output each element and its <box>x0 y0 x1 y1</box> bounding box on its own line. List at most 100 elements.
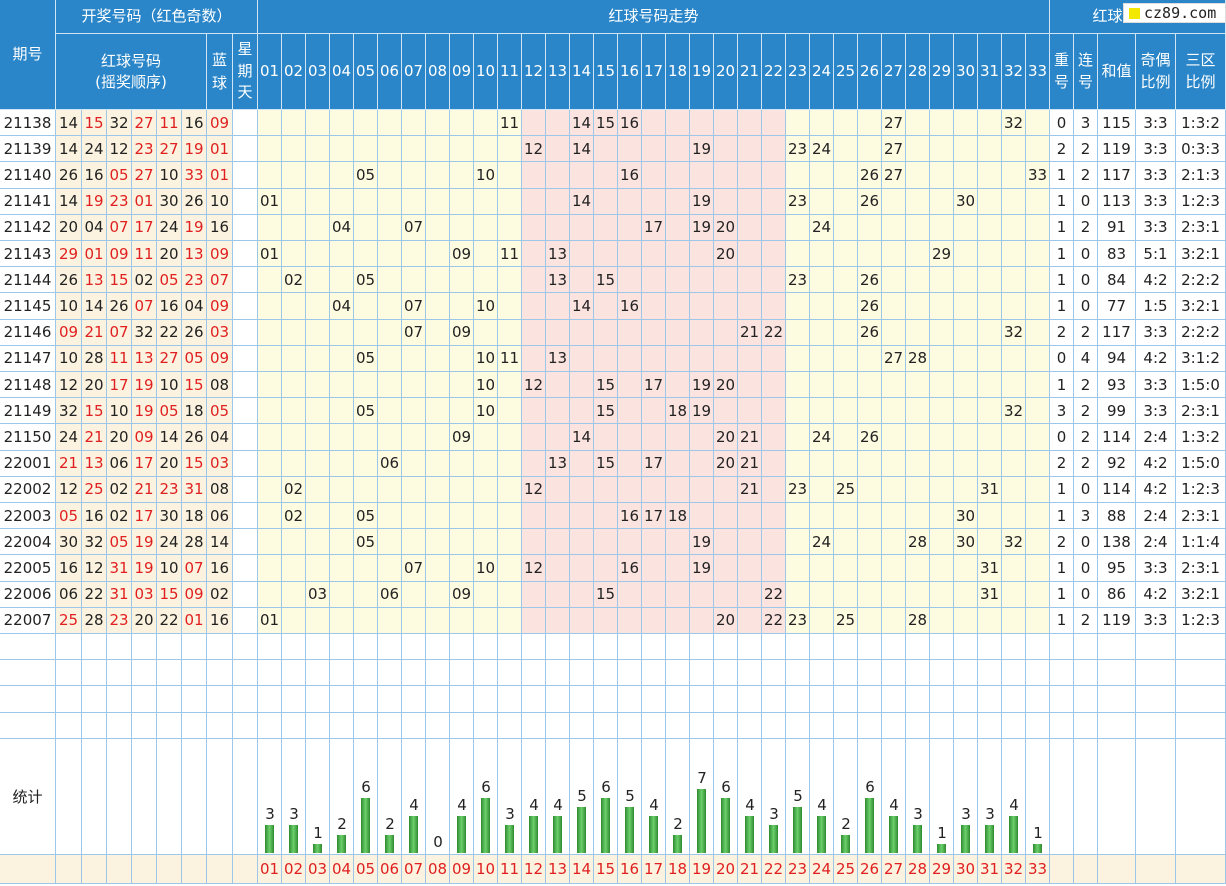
red-ball-cell: 30 <box>157 503 182 530</box>
trend-empty-cell <box>450 529 474 556</box>
period-cell: 21150 <box>0 424 56 451</box>
trend-empty-cell <box>762 293 786 320</box>
period-cell: 21138 <box>0 110 56 137</box>
trend-empty-cell <box>738 372 762 399</box>
trend-empty-cell <box>1002 450 1026 477</box>
empty-cell <box>642 634 666 661</box>
odd-even-cell: 3:3 <box>1136 188 1176 215</box>
trend-hit-cell: 21 <box>738 424 762 451</box>
trend-empty-cell <box>258 581 282 608</box>
trend-empty-cell <box>282 110 306 137</box>
trend-empty-cell <box>930 398 954 425</box>
empty-cell <box>282 634 306 661</box>
stats-empty-cell <box>82 738 107 855</box>
trend-empty-cell <box>978 188 1002 215</box>
trend-empty-cell <box>378 424 402 451</box>
sum-cell: 94 <box>1098 345 1136 372</box>
trend-empty-cell <box>858 136 882 163</box>
trend-hit-cell: 07 <box>402 555 426 582</box>
trend-empty-cell <box>762 476 786 503</box>
trend-empty-cell <box>954 424 978 451</box>
repeat-cell: 1 <box>1050 607 1074 634</box>
stats-column-cell <box>834 738 858 855</box>
empty-cell <box>157 686 182 713</box>
trend-empty-cell <box>618 450 642 477</box>
trend-hit-cell: 26 <box>858 424 882 451</box>
trend-hit-cell: 17 <box>642 372 666 399</box>
red-ball-cell: 23 <box>107 607 132 634</box>
trend-empty-cell <box>714 136 738 163</box>
trend-hit-cell: 18 <box>666 503 690 530</box>
empty-cell <box>642 686 666 713</box>
trend-empty-cell <box>906 319 930 346</box>
trend-empty-cell <box>306 241 330 268</box>
trend-empty-cell <box>330 241 354 268</box>
trend-hit-cell: 09 <box>450 424 474 451</box>
empty-cell <box>738 660 762 687</box>
trend-empty-cell <box>978 293 1002 320</box>
red-ball-cell: 22 <box>82 581 107 608</box>
trend-empty-cell <box>330 110 354 137</box>
trend-hit-cell: 05 <box>354 267 378 294</box>
trend-empty-cell <box>834 581 858 608</box>
trend-empty-cell <box>834 345 858 372</box>
empty-cell <box>498 712 522 739</box>
trend-hit-cell: 28 <box>906 529 930 556</box>
sum-cell: 84 <box>1098 267 1136 294</box>
trend-empty-cell <box>378 214 402 241</box>
trend-hit-cell: 19 <box>690 214 714 241</box>
trend-empty-cell <box>258 214 282 241</box>
trend-empty-cell <box>882 476 906 503</box>
trend-hit-cell: 19 <box>690 136 714 163</box>
stats-bar-07 <box>409 816 418 853</box>
trend-empty-cell <box>354 450 378 477</box>
empty-cell <box>157 712 182 739</box>
empty-cell <box>306 712 330 739</box>
trend-hit-cell: 21 <box>738 319 762 346</box>
trend-empty-cell <box>258 345 282 372</box>
footer-number-25: 25 <box>834 855 858 884</box>
repeat-cell: 1 <box>1050 214 1074 241</box>
blue-ball-cell: 01 <box>207 162 233 189</box>
trend-empty-cell <box>810 398 834 425</box>
empty-cell <box>1176 634 1226 661</box>
weekday-cell <box>233 503 258 530</box>
empty-cell <box>0 686 56 713</box>
red-ball-cell: 23 <box>182 267 207 294</box>
trend-hit-cell: 19 <box>690 529 714 556</box>
trend-empty-cell <box>762 110 786 137</box>
blue-ball-cell: 04 <box>207 424 233 451</box>
trend-empty-cell <box>426 188 450 215</box>
red-ball-cell: 23 <box>107 188 132 215</box>
red-ball-cell: 31 <box>107 581 132 608</box>
trend-empty-cell <box>282 607 306 634</box>
empty-cell <box>570 712 594 739</box>
footer-number-16: 16 <box>618 855 642 884</box>
repeat-cell: 1 <box>1050 503 1074 530</box>
trend-empty-cell <box>906 398 930 425</box>
trend-empty-cell <box>882 241 906 268</box>
stats-count-02: 3 <box>289 805 299 824</box>
trend-empty-cell <box>858 476 882 503</box>
stats-bar-15 <box>601 797 610 853</box>
consec-cell: 2 <box>1074 136 1098 163</box>
trend-empty-cell <box>978 450 1002 477</box>
empty-cell <box>570 686 594 713</box>
consec-cell: 0 <box>1074 267 1098 294</box>
empty-cell <box>786 634 810 661</box>
trend-empty-cell <box>738 293 762 320</box>
footer-empty-cell <box>1050 855 1074 884</box>
empty-cell <box>0 634 56 661</box>
red-ball-cell: 32 <box>82 529 107 556</box>
trend-empty-cell <box>594 529 618 556</box>
trend-empty-cell <box>378 188 402 215</box>
empty-cell <box>714 712 738 739</box>
trend-empty-cell <box>330 267 354 294</box>
trend-empty-cell <box>858 529 882 556</box>
empty-cell <box>107 660 132 687</box>
red-ball-cell: 24 <box>82 136 107 163</box>
stats-count-32: 4 <box>1009 796 1019 815</box>
site-logo[interactable]: cz89.com <box>1123 3 1226 23</box>
zone-cell: 1:2:3 <box>1176 607 1226 634</box>
trend-empty-cell <box>810 110 834 137</box>
